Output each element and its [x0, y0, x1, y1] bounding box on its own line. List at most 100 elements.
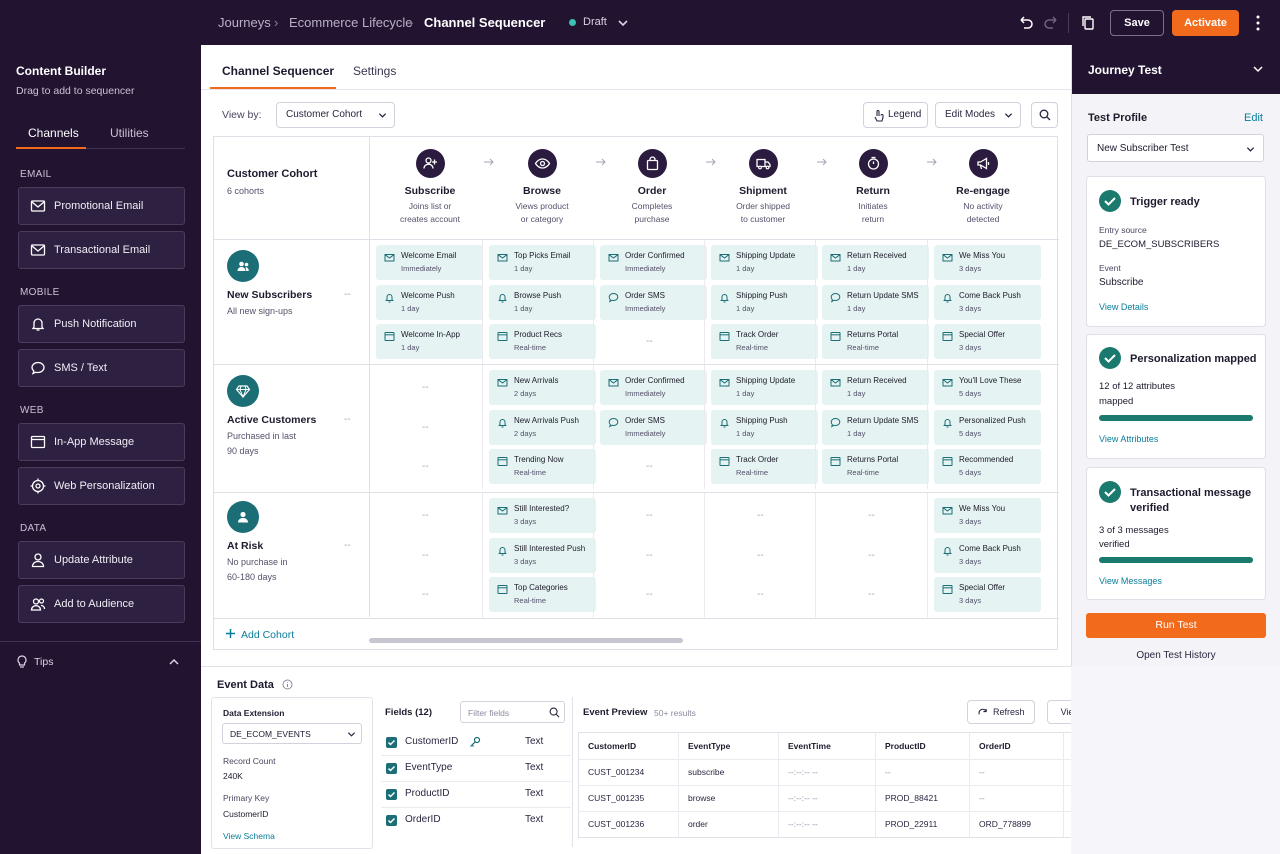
- tile-promotional-email[interactable]: Promotional Email: [18, 187, 185, 225]
- message-card[interactable]: Shipping Push 1 day: [711, 285, 818, 320]
- add-cohort-button[interactable]: Add Cohort: [241, 629, 295, 641]
- stage-browse[interactable]: Browse Views product or category: [492, 149, 592, 226]
- chevron-down-icon[interactable]: [617, 17, 629, 29]
- stage-return[interactable]: Return Initiates return: [823, 149, 923, 226]
- message-card[interactable]: Product Recs Real-time: [489, 324, 596, 359]
- stage-shipment[interactable]: Shipment Order shipped to customer: [713, 149, 813, 226]
- stage-re-engage[interactable]: Re-engage No activity detected: [933, 149, 1033, 226]
- save-button[interactable]: Save: [1110, 10, 1164, 36]
- refresh-button[interactable]: Refresh: [967, 700, 1035, 724]
- horizontal-scrollbar[interactable]: [369, 638, 683, 643]
- message-card[interactable]: Still Interested? 3 days: [489, 498, 596, 533]
- tile-web-personalization[interactable]: Web Personalization: [18, 467, 185, 505]
- message-card[interactable]: Order Confirmed Immediately: [600, 245, 707, 280]
- cohort-name[interactable]: At Risk: [227, 540, 264, 552]
- breadcrumb-journeys[interactable]: Journeys: [218, 15, 271, 30]
- activate-button[interactable]: Activate: [1172, 10, 1239, 36]
- run-test-button[interactable]: Run Test: [1086, 613, 1266, 638]
- message-card[interactable]: Welcome Push 1 day: [376, 285, 483, 320]
- field-checkbox[interactable]: [386, 737, 397, 748]
- message-card[interactable]: Special Offer 3 days: [934, 577, 1041, 612]
- message-card[interactable]: Top Picks Email 1 day: [489, 245, 596, 280]
- view-attributes-link[interactable]: View Attributes: [1099, 434, 1159, 444]
- message-card[interactable]: Shipping Push 1 day: [711, 410, 818, 445]
- open-test-history-link[interactable]: Open Test History: [1136, 650, 1216, 661]
- column-header[interactable]: CustomerID: [588, 741, 637, 751]
- status-label[interactable]: Draft: [583, 16, 607, 28]
- tab-settings[interactable]: Settings: [353, 64, 397, 78]
- more-icon[interactable]: [1252, 14, 1264, 32]
- column-header[interactable]: EventType: [688, 741, 731, 751]
- copy-icon[interactable]: [1079, 14, 1097, 32]
- message-card[interactable]: Order SMS Immediately: [600, 285, 707, 320]
- filter-fields-input[interactable]: Filter fields: [460, 701, 565, 723]
- message-card[interactable]: We Miss You 3 days: [934, 245, 1041, 280]
- message-card[interactable]: Shipping Update 1 day: [711, 370, 818, 405]
- stage-order[interactable]: Order Completes purchase: [602, 149, 702, 226]
- stage-subscribe[interactable]: Subscribe Joins list or creates account: [380, 149, 480, 226]
- tile-in-app-message[interactable]: In-App Message: [18, 423, 185, 461]
- cohort-menu-dash[interactable]: --: [344, 289, 351, 300]
- message-card[interactable]: Returns Portal Real-time: [822, 324, 929, 359]
- view-messages-link[interactable]: View Messages: [1099, 576, 1162, 586]
- tile-add-to-audience[interactable]: Add to Audience: [18, 585, 185, 623]
- message-card[interactable]: Welcome In-App 1 day: [376, 324, 483, 359]
- column-header[interactable]: EventTime: [788, 741, 831, 751]
- message-card[interactable]: Welcome Email Immediately: [376, 245, 483, 280]
- message-card[interactable]: Shipping Update 1 day: [711, 245, 818, 280]
- tile-transactional-email[interactable]: Transactional Email: [18, 231, 185, 269]
- message-card[interactable]: Trending Now Real-time: [489, 449, 596, 484]
- message-card[interactable]: Recommended 5 days: [934, 449, 1041, 484]
- search-button[interactable]: [1031, 102, 1058, 128]
- field-checkbox[interactable]: [386, 763, 397, 774]
- message-card[interactable]: Return Received 1 day: [822, 245, 929, 280]
- view-details-link[interactable]: View Details: [1099, 302, 1149, 312]
- message-card[interactable]: Top Categories Real-time: [489, 577, 596, 612]
- field-checkbox[interactable]: [386, 815, 397, 826]
- chevron-down-icon[interactable]: [1252, 63, 1264, 75]
- cohort-menu-dash[interactable]: --: [344, 540, 351, 551]
- message-card[interactable]: Special Offer 3 days: [934, 324, 1041, 359]
- tab-channels[interactable]: Channels: [28, 126, 79, 140]
- message-card[interactable]: Track Order Real-time: [711, 449, 818, 484]
- data-extension-select[interactable]: DE_ECOM_EVENTS: [222, 723, 362, 744]
- message-card[interactable]: Order SMS Immediately: [600, 410, 707, 445]
- info-icon[interactable]: [282, 679, 293, 690]
- field-checkbox[interactable]: [386, 789, 397, 800]
- message-card[interactable]: Return Update SMS 1 day: [822, 285, 929, 320]
- chevron-up-icon[interactable]: [168, 656, 180, 668]
- message-card[interactable]: Personalized Push 5 days: [934, 410, 1041, 445]
- tile-update-attribute[interactable]: Update Attribute: [18, 541, 185, 579]
- cohort-name[interactable]: Active Customers: [227, 414, 317, 426]
- message-card[interactable]: Browse Push 1 day: [489, 285, 596, 320]
- tips-label[interactable]: Tips: [34, 656, 54, 668]
- message-card[interactable]: Return Update SMS 1 day: [822, 410, 929, 445]
- message-card[interactable]: Return Received 1 day: [822, 370, 929, 405]
- message-card[interactable]: Come Back Push 3 days: [934, 285, 1041, 320]
- message-card[interactable]: Returns Portal Real-time: [822, 449, 929, 484]
- column-header[interactable]: ProductID: [885, 741, 926, 751]
- message-card[interactable]: You'll Love These 5 days: [934, 370, 1041, 405]
- tile-sms-text[interactable]: SMS / Text: [18, 349, 185, 387]
- tile-push-notification[interactable]: Push Notification: [18, 305, 185, 343]
- column-header[interactable]: OrderID: [979, 741, 1011, 751]
- tab-utilities[interactable]: Utilities: [110, 126, 149, 140]
- message-card[interactable]: Order Confirmed Immediately: [600, 370, 707, 405]
- cohort-menu-dash[interactable]: --: [344, 414, 351, 425]
- edit-profile-link[interactable]: Edit: [1244, 112, 1263, 124]
- legend-button[interactable]: Legend: [863, 102, 928, 128]
- message-card[interactable]: New Arrivals 2 days: [489, 370, 596, 405]
- breadcrumb-ecommerce-lifecycle[interactable]: Ecommerce Lifecycle: [289, 15, 413, 30]
- message-card[interactable]: Still Interested Push 3 days: [489, 538, 596, 573]
- test-profile-select[interactable]: New Subscriber Test: [1087, 134, 1264, 162]
- view-by-select[interactable]: Customer Cohort: [276, 102, 395, 128]
- message-card[interactable]: New Arrivals Push 2 days: [489, 410, 596, 445]
- undo-icon[interactable]: [1016, 14, 1034, 32]
- view-schema-link[interactable]: View Schema: [223, 831, 275, 841]
- tab-channel-sequencer[interactable]: Channel Sequencer: [222, 64, 335, 78]
- edit-modes-button[interactable]: Edit Modes: [935, 102, 1021, 128]
- message-card[interactable]: Come Back Push 3 days: [934, 538, 1041, 573]
- redo-icon[interactable]: [1043, 14, 1061, 32]
- message-card[interactable]: We Miss You 3 days: [934, 498, 1041, 533]
- message-card[interactable]: Track Order Real-time: [711, 324, 818, 359]
